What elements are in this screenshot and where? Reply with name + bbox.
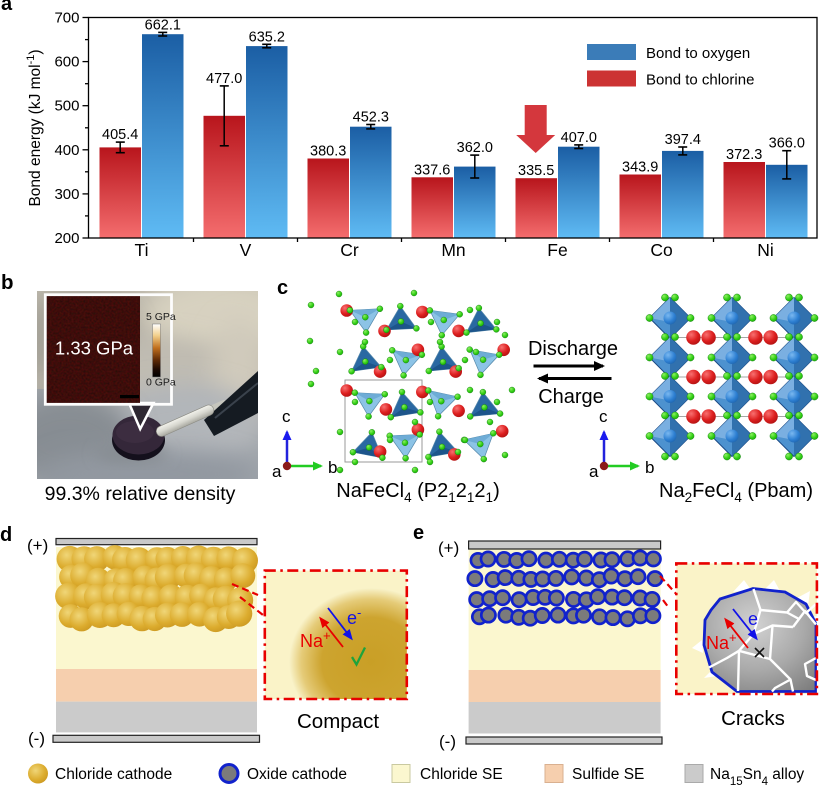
svg-text:Ni: Ni [757, 240, 774, 260]
svg-text:(-): (-) [439, 732, 456, 751]
svg-text:635.2: 635.2 [249, 29, 285, 45]
svg-text:1.33 GPa: 1.33 GPa [55, 338, 134, 359]
svg-text:Cr: Cr [340, 240, 359, 260]
svg-text:Sulfide SE: Sulfide SE [572, 766, 644, 783]
svg-text:Co: Co [650, 240, 672, 260]
svg-text:Na15Sn4 alloy: Na15Sn4 alloy [710, 766, 804, 788]
svg-text:700: 700 [54, 10, 79, 27]
svg-text:a: a [589, 462, 599, 481]
svg-text:362.0: 362.0 [457, 140, 493, 156]
svg-text:Bond energy (kJ mol-1): Bond energy (kJ mol-1) [25, 49, 44, 206]
svg-text:5 GPa: 5 GPa [146, 311, 176, 323]
svg-text:366.0: 366.0 [769, 136, 805, 152]
svg-text:b: b [645, 458, 654, 477]
svg-text:452.3: 452.3 [353, 110, 389, 126]
svg-text:Chloride cathode: Chloride cathode [55, 766, 172, 783]
svg-text:343.9: 343.9 [622, 160, 658, 176]
svg-text:477.0: 477.0 [206, 71, 242, 87]
svg-text:(+): (+) [27, 536, 48, 555]
svg-text:0 GPa: 0 GPa [146, 377, 176, 389]
svg-text:337.6: 337.6 [414, 162, 450, 178]
svg-text:Discharge: Discharge [528, 338, 618, 360]
svg-text:380.3: 380.3 [310, 144, 346, 160]
svg-text:Bond to chlorine: Bond to chlorine [646, 72, 754, 89]
svg-text:Na+: Na+ [300, 628, 331, 652]
svg-text:e: e [748, 609, 758, 629]
svg-text:662.1: 662.1 [145, 17, 181, 33]
svg-text:b: b [328, 458, 337, 477]
svg-text:V: V [240, 240, 252, 260]
svg-text:(-): (-) [28, 729, 45, 748]
svg-text:c: c [599, 407, 608, 426]
svg-text:Ti: Ti [135, 240, 149, 260]
svg-text:Bond to oxygen: Bond to oxygen [646, 45, 750, 62]
svg-text:d: d [0, 524, 12, 546]
svg-text:300: 300 [54, 186, 79, 203]
svg-text:c: c [282, 407, 291, 426]
svg-text:Mn: Mn [441, 240, 465, 260]
svg-text:Na+: Na+ [706, 630, 737, 654]
svg-text:Oxide cathode: Oxide cathode [247, 766, 347, 783]
svg-text:Fe: Fe [547, 240, 567, 260]
svg-text:Charge: Charge [538, 386, 604, 408]
svg-text:Chloride SE: Chloride SE [420, 766, 503, 783]
svg-text:400: 400 [54, 142, 79, 159]
svg-text:500: 500 [54, 98, 79, 115]
svg-text:e: e [413, 522, 424, 544]
svg-text:(+): (+) [438, 539, 459, 558]
svg-text:Compact: Compact [297, 710, 379, 733]
svg-text:a: a [1, 0, 13, 15]
svg-text:407.0: 407.0 [561, 130, 597, 146]
svg-text:200: 200 [54, 230, 79, 247]
svg-text:Cracks: Cracks [721, 707, 785, 730]
svg-text:397.4: 397.4 [665, 132, 701, 148]
svg-text:335.5: 335.5 [518, 163, 554, 179]
svg-text:372.3: 372.3 [726, 147, 762, 163]
svg-text:405.4: 405.4 [102, 127, 138, 143]
svg-text:a: a [272, 462, 282, 481]
svg-text:600: 600 [54, 54, 79, 71]
svg-text:c: c [277, 277, 288, 299]
